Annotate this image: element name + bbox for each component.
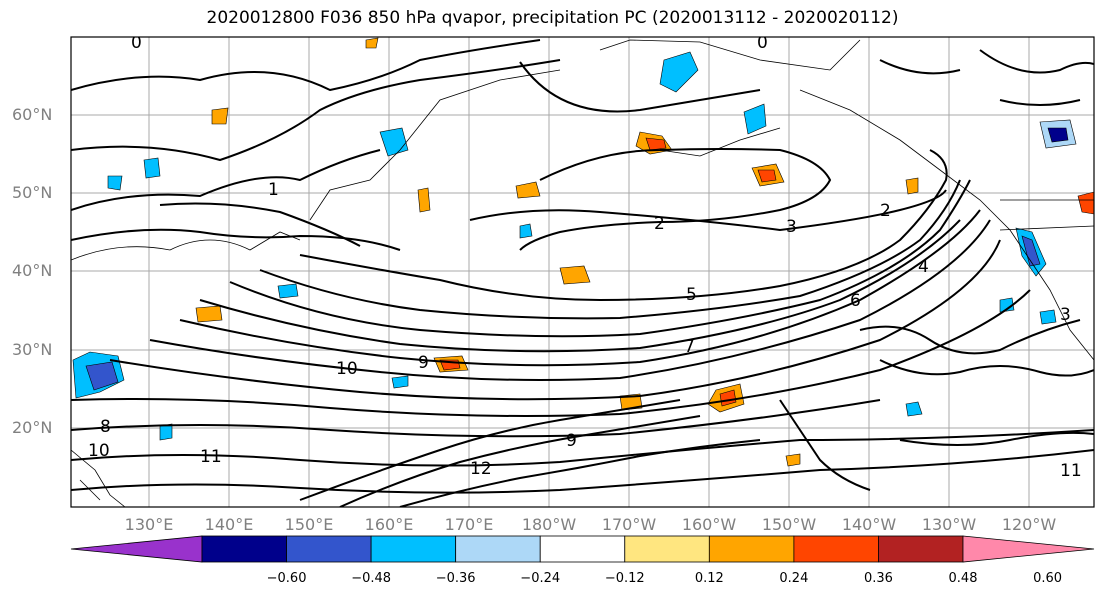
colorbar-tick-label: 0.48: [948, 571, 978, 586]
colorbar-tick-label: −0.48: [351, 571, 392, 586]
lat-label-30n: 30°N: [12, 340, 53, 359]
colorbar-segment: [878, 535, 964, 563]
colorbar-segment: [201, 535, 287, 563]
contour-label-11: 11: [200, 447, 222, 467]
lon-label-170w: 170°W: [601, 515, 657, 534]
colorbar-tick-label: 0.12: [694, 571, 724, 586]
lat-label-50n: 50°N: [12, 183, 53, 202]
lon-label-130e: 130°E: [124, 515, 174, 534]
lon-label-160w: 160°W: [681, 515, 737, 534]
lon-label-140w: 140°W: [841, 515, 897, 534]
contour-label-10: 10: [336, 359, 358, 379]
lon-label-120w: 120°W: [1001, 515, 1057, 534]
contour-label-9b: 9: [566, 431, 577, 451]
lat-label-60n: 60°N: [12, 105, 53, 124]
colorbar-tick-label: 0.36: [863, 571, 893, 586]
map-frame: [70, 36, 1095, 508]
contour-label-10b: 10: [88, 441, 110, 461]
map-title: 2020012800 F036 850 hPa qvapor, precipit…: [206, 8, 899, 28]
colorbar-tick-label: 0.60: [1033, 571, 1063, 586]
lon-label-150e: 150°E: [284, 515, 334, 534]
colorbar-segment: [539, 535, 626, 563]
contour-label-8: 8: [100, 417, 111, 437]
contour-label-2: 2: [654, 214, 665, 234]
contour-label-7: 7: [684, 337, 695, 357]
colorbar-segment: [793, 535, 879, 563]
lon-label-130w: 130°W: [921, 515, 977, 534]
colorbar-tick-label: −0.36: [435, 571, 476, 586]
contour-label-4: 4: [918, 257, 929, 277]
contour-label-5: 5: [686, 285, 697, 305]
contour-label-3b: 3: [1060, 305, 1071, 325]
qvapor-contours: [71, 39, 1094, 507]
contour-label-12: 12: [470, 459, 492, 479]
colorbar: [70, 535, 1095, 563]
colorbar-segment: [455, 535, 541, 563]
lon-label-160e: 160°E: [364, 515, 414, 534]
lon-label-170e: 170°E: [444, 515, 494, 534]
colorbar-segment: [708, 535, 795, 563]
colorbar-tick-label: −0.24: [520, 571, 561, 586]
colorbar-segment: [370, 535, 457, 563]
contour-label-0: 0: [131, 33, 142, 53]
colorbar-segment: [624, 535, 710, 563]
contour-label-9: 9: [418, 353, 429, 373]
precipitation-shading: [72, 37, 1094, 467]
contour-label-0b: 0: [757, 33, 768, 53]
contour-label-3: 3: [786, 217, 797, 237]
colorbar-segment: [286, 535, 372, 563]
lat-label-40n: 40°N: [12, 261, 53, 280]
colorbar-tick-label: −0.60: [266, 571, 307, 586]
contour-label-1: 1: [268, 180, 279, 200]
colorbar-extend-max: [962, 535, 1095, 563]
contour-labels: 0 0 1 2 2 3 3 4 5 6 7 8 9 9 10 10 11 11 …: [88, 33, 1082, 481]
colorbar-extend-min: [70, 535, 203, 563]
lat-label-20n: 20°N: [12, 418, 53, 437]
colorbar-tick-label: 0.24: [779, 571, 809, 586]
lon-label-180w: 180°W: [521, 515, 577, 534]
contour-label-11b: 11: [1060, 461, 1082, 481]
contour-label-2b: 2: [880, 201, 891, 221]
lon-label-150w: 150°W: [761, 515, 817, 534]
colorbar-tick-label: −0.12: [604, 571, 645, 586]
contour-label-6: 6: [850, 291, 861, 311]
coastlines: [71, 39, 1094, 507]
lon-label-140e: 140°E: [204, 515, 254, 534]
